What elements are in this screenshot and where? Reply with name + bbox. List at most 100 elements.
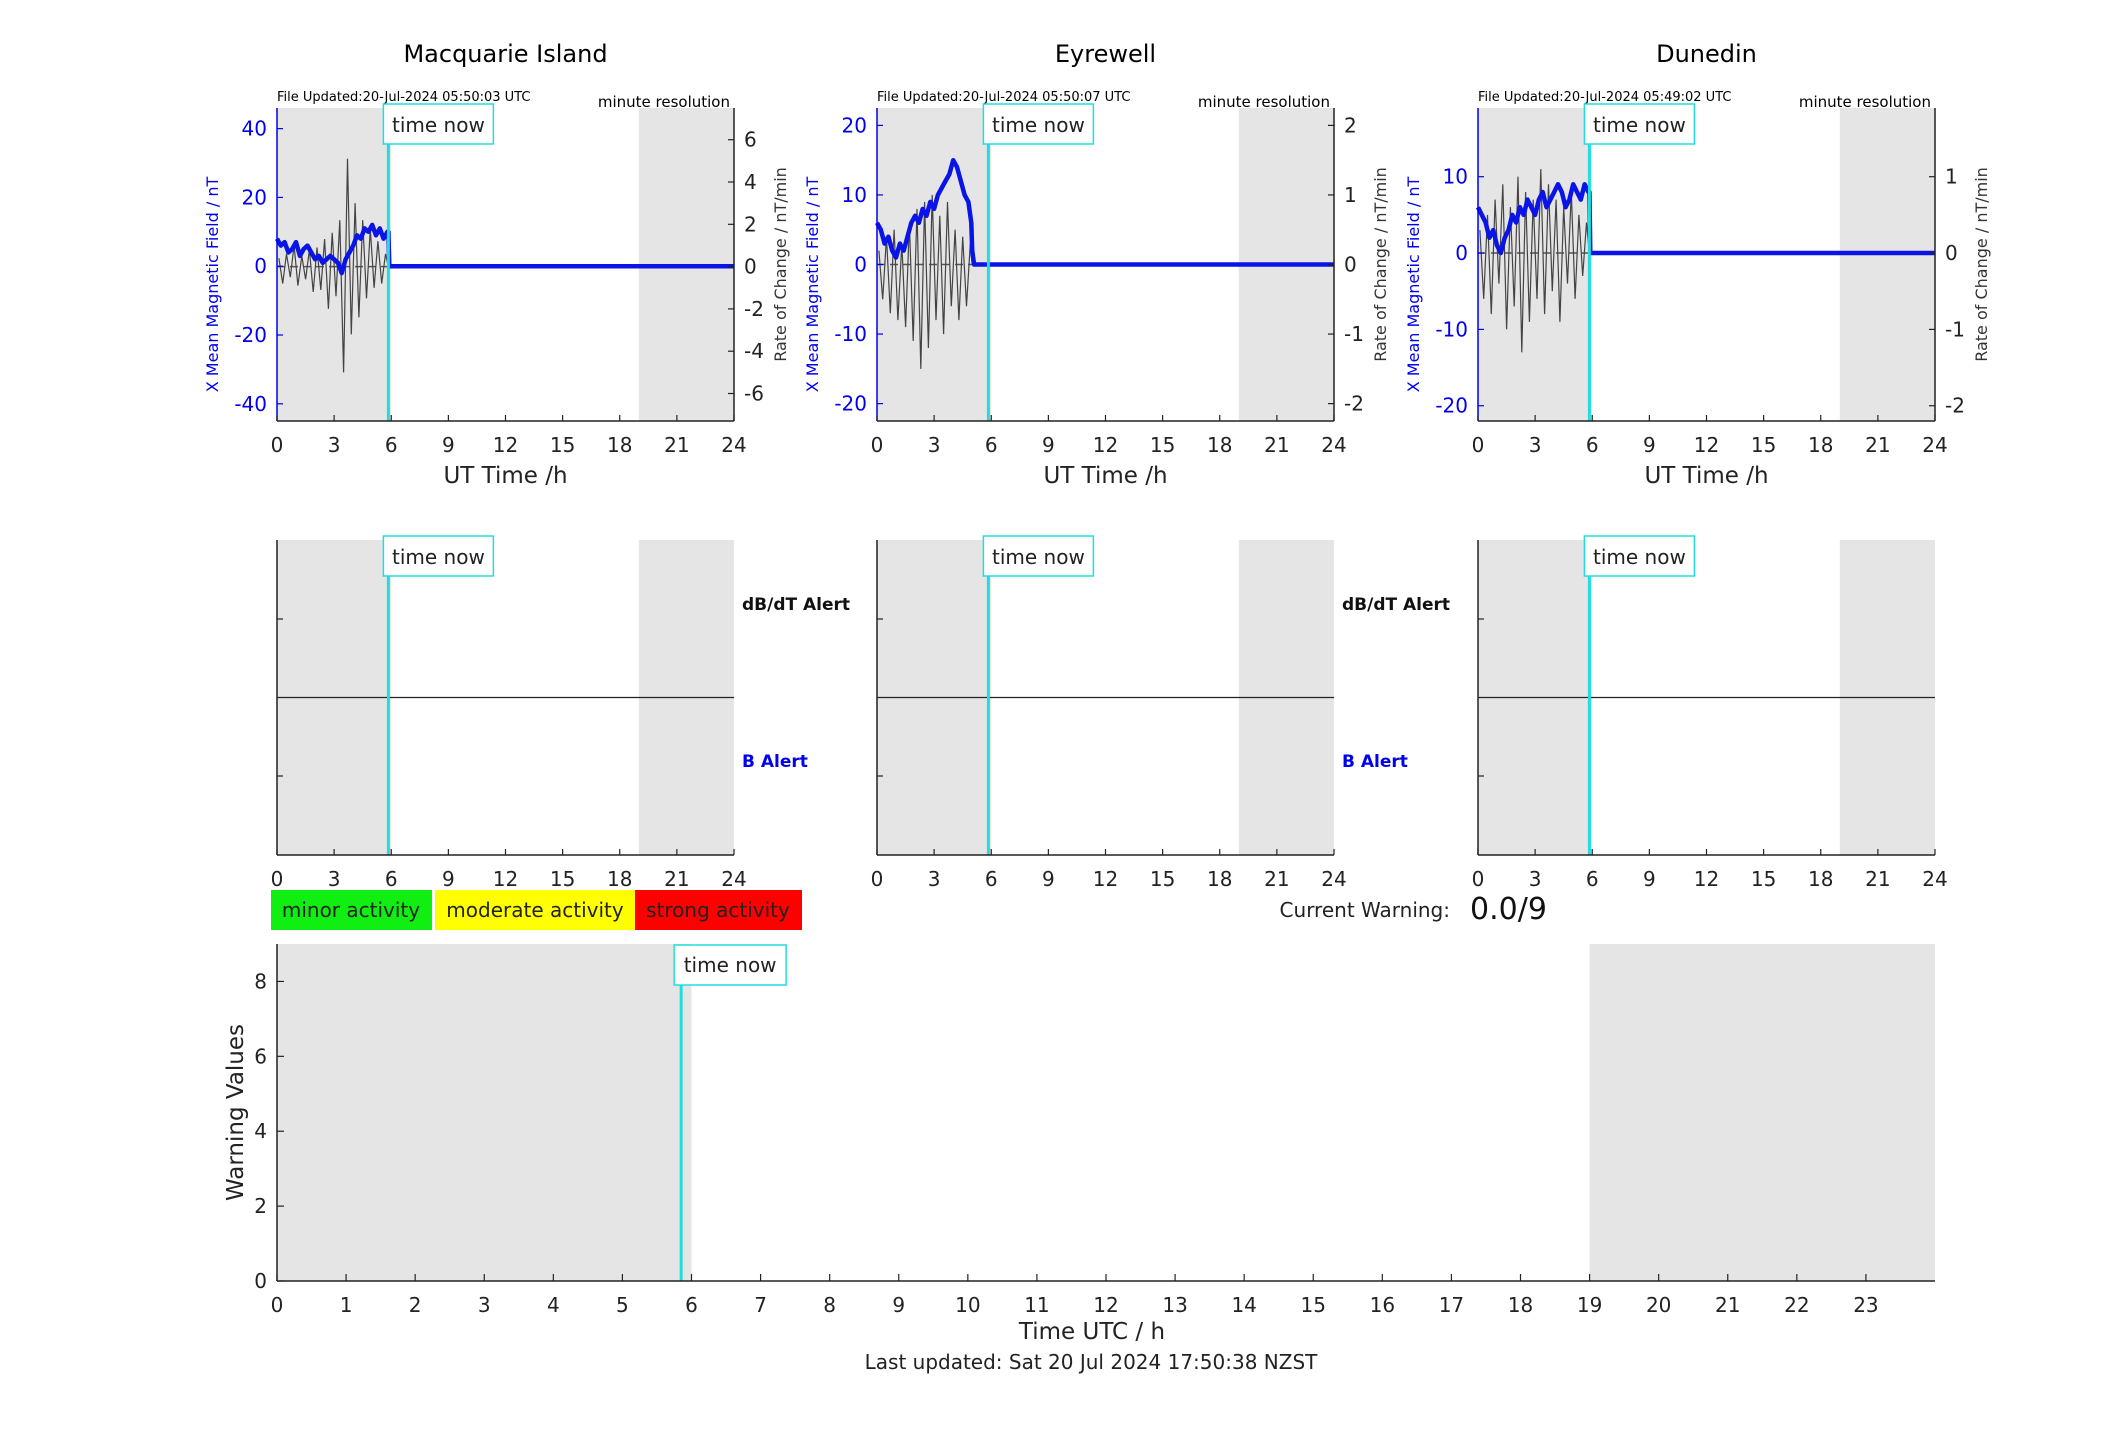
right-tick-label: 1 xyxy=(1344,183,1357,207)
activity-legend: minor activity moderate activity strong … xyxy=(271,890,802,930)
x-tick-label: 6 xyxy=(385,867,398,891)
left-tick-label: -20 xyxy=(234,323,267,347)
time-now-label: time now xyxy=(992,545,1085,569)
x-tick-label: 8 xyxy=(823,1293,836,1317)
station-title: Eyrewell xyxy=(1055,40,1156,68)
rate-series-line xyxy=(278,158,389,373)
x-tick-label: 12 xyxy=(1093,433,1118,457)
right-tick-label: 6 xyxy=(744,128,757,152)
right-tick-label: -2 xyxy=(1945,394,1965,418)
x-tick-label: 24 xyxy=(721,433,746,457)
right-tick-label: 4 xyxy=(744,170,757,194)
x-tick-label: 15 xyxy=(1751,433,1776,457)
legend-moderate-label: moderate activity xyxy=(446,898,624,922)
rate-series-line xyxy=(878,194,973,369)
y-axis-label-left: X Mean Magnetic Field / nT xyxy=(803,177,822,393)
x-tick-label: 21 xyxy=(1264,433,1289,457)
legend-strong-swatch xyxy=(635,890,802,930)
x-tick-label: 15 xyxy=(1150,867,1175,891)
b-alert-label: B Alert xyxy=(742,752,808,772)
file-updated: File Updated:20-Jul-2024 05:50:07 UTC xyxy=(877,90,1130,105)
field-series-line xyxy=(1475,182,1935,256)
x-tick-label: 18 xyxy=(1207,867,1232,891)
x-tick-label: 5 xyxy=(616,1293,629,1317)
legend-minor-label: minor activity xyxy=(282,898,420,922)
x-tick-label: 3 xyxy=(328,433,341,457)
x-tick-label: 0 xyxy=(1472,867,1485,891)
time-now-box xyxy=(1583,103,1696,145)
x-axis-label: UT Time /h xyxy=(443,463,567,489)
y-tick-label: 0 xyxy=(254,1269,267,1293)
right-tick-label: -2 xyxy=(744,297,764,321)
left-tick-label: -20 xyxy=(1435,394,1468,418)
left-tick-label: 10 xyxy=(842,183,867,207)
x-tick-label: 12 xyxy=(1093,867,1118,891)
left-tick-label: 10 xyxy=(1443,165,1468,189)
last-updated: Last updated: Sat 20 Jul 2024 17:50:38 N… xyxy=(865,1350,1319,1374)
y-axis-label: Warning Values xyxy=(223,1024,249,1201)
time-now-box xyxy=(1583,535,1696,577)
right-tick-label: -6 xyxy=(744,382,764,406)
x-tick-label: 15 xyxy=(550,433,575,457)
right-tick-label: 1 xyxy=(1945,165,1958,189)
x-tick-label: 6 xyxy=(1586,433,1599,457)
x-tick-label: 7 xyxy=(754,1293,767,1317)
y-tick-label: 4 xyxy=(254,1119,267,1143)
x-tick-label: 0 xyxy=(871,867,884,891)
x-tick-label: 13 xyxy=(1162,1293,1187,1317)
x-tick-label: 18 xyxy=(607,433,632,457)
x-tick-label: 18 xyxy=(1207,433,1232,457)
x-tick-label: 9 xyxy=(1042,433,1055,457)
resolution-label: minute resolution xyxy=(598,93,730,111)
x-tick-label: 18 xyxy=(1808,433,1833,457)
x-tick-label: 2 xyxy=(409,1293,422,1317)
alert-panel: time now 0 3 6 9 12 15 18 21 24 xyxy=(1472,535,1948,891)
night-shade xyxy=(1839,108,1935,421)
right-tick-label: 0 xyxy=(1945,241,1958,265)
time-now-box xyxy=(982,535,1095,577)
x-tick-label: 24 xyxy=(1922,433,1947,457)
time-now-label: time now xyxy=(992,113,1085,137)
station-title: Macquarie Island xyxy=(403,40,607,68)
y-tick-label: 8 xyxy=(254,969,267,993)
left-tick-label: -20 xyxy=(834,392,867,416)
x-tick-label: 0 xyxy=(271,867,284,891)
x-tick-label: 15 xyxy=(1751,867,1776,891)
x-tick-label: 18 xyxy=(1808,867,1833,891)
x-tick-label: 23 xyxy=(1853,1293,1878,1317)
x-tick-label: 20 xyxy=(1646,1293,1671,1317)
x-tick-label: 22 xyxy=(1784,1293,1809,1317)
time-now-box xyxy=(673,944,787,986)
legend-moderate-swatch xyxy=(435,890,635,930)
time-now-box xyxy=(982,103,1095,145)
x-tick-label: 6 xyxy=(685,1293,698,1317)
x-tick-label: 21 xyxy=(1264,867,1289,891)
x-tick-label: 12 xyxy=(493,433,518,457)
left-tick-label: 0 xyxy=(254,254,267,278)
time-now-box xyxy=(382,535,495,577)
rate-series-line xyxy=(1479,169,1590,353)
x-tick-label: 9 xyxy=(1042,867,1055,891)
time-now-label: time now xyxy=(392,113,485,137)
alert-panel: time now 0 3 6 9 12 15 18 21 24 dB/dT Alert B Alert xyxy=(271,535,850,891)
x-tick-label: 4 xyxy=(547,1293,560,1317)
x-tick-label: 9 xyxy=(1643,433,1656,457)
y-axis-label-left: X Mean Magnetic Field / nT xyxy=(1404,177,1423,393)
x-tick-label: 24 xyxy=(1321,433,1346,457)
y-axis-label-left: X Mean Magnetic Field / nT xyxy=(203,177,222,393)
x-tick-label: 21 xyxy=(1865,867,1890,891)
right-tick-label: 2 xyxy=(744,212,757,236)
station-title: Dunedin xyxy=(1656,40,1757,68)
x-tick-label: 12 xyxy=(1694,433,1719,457)
legend-strong-label: strong activity xyxy=(646,898,790,922)
x-tick-label: 0 xyxy=(271,433,284,457)
station-panel: Eyrewell File Updated:20-Jul-2024 05:50:0… xyxy=(803,40,1390,489)
x-tick-label: 12 xyxy=(1093,1293,1118,1317)
current-warning-label: Current Warning: xyxy=(1280,898,1450,922)
x-tick-label: 3 xyxy=(328,867,341,891)
station-panel: Macquarie Island File Updated:20-Jul-2024… xyxy=(203,40,790,489)
x-tick-label: 0 xyxy=(271,1293,284,1317)
x-tick-label: 21 xyxy=(1715,1293,1740,1317)
field-series-line xyxy=(875,157,1334,267)
resolution-label: minute resolution xyxy=(1198,93,1330,111)
